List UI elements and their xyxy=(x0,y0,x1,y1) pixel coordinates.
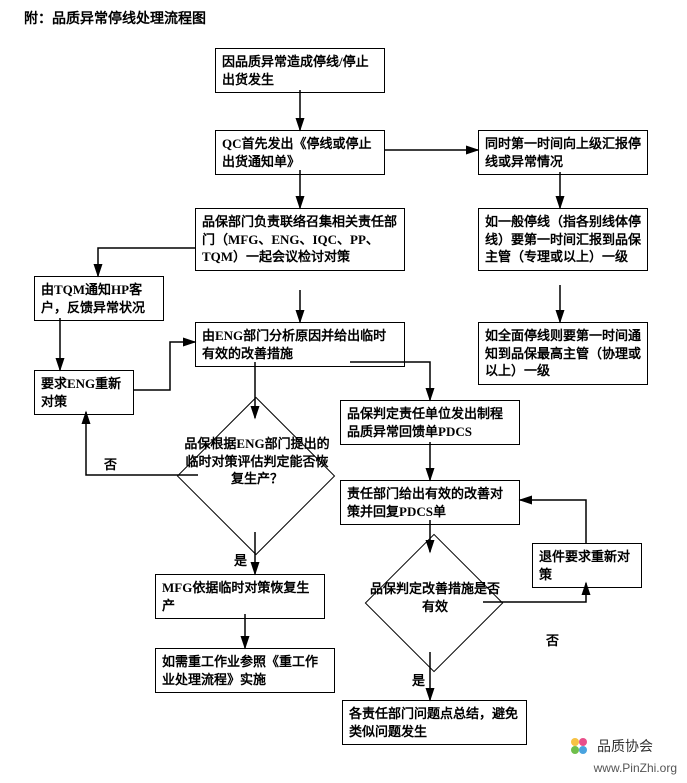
node-n2: QC首先发出《停线或停止出货通知单》 xyxy=(215,130,385,175)
decision-d2-text: 品保判定改善措施是否有效 xyxy=(370,580,500,615)
logo-icon xyxy=(568,735,590,760)
watermark-cn: 品质协会 xyxy=(597,738,653,754)
label-d1-yes: 是 xyxy=(234,550,247,569)
node-r2: 如一般停线（指各别线体停线）要第一时间汇报到品保主管（专理或以上）一级 xyxy=(478,208,648,271)
page-title: 附：品质异常停线处理流程图 xyxy=(24,8,206,28)
watermark: 品质协会 www.PinZhi.org xyxy=(568,735,677,775)
node-r3: 如全面停线则要第一时间通知到品保最高主管（协理或以上）一级 xyxy=(478,322,648,385)
flowchart-canvas: 附：品质异常停线处理流程图 同时第一时间向上级汇报停线或异常情况 如一般停线（指… xyxy=(0,0,687,783)
node-n4: 由TQM通知HP客户，反馈异常状况 xyxy=(34,276,164,321)
node-n5: 由ENG部门分析原因并给出临时有效的改善措施 xyxy=(195,322,405,367)
node-r1: 同时第一时间向上级汇报停线或异常情况 xyxy=(478,130,648,175)
watermark-url: www.PinZhi.org xyxy=(594,761,677,775)
decision-d1-text: 品保根据ENG部门提出的临时对策评估判定能否恢复生产？ xyxy=(182,435,332,488)
label-d2-no: 否 xyxy=(546,630,559,649)
node-n3: 品保部门负责联络召集相关责任部门（MFG、ENG、IQC、PP、TQM）一起会议… xyxy=(195,208,405,271)
node-n7: MFG依据临时对策恢复生产 xyxy=(155,574,325,619)
node-n1: 因品质异常造成停线/停止出货发生 xyxy=(215,48,385,93)
node-n10: 责任部门给出有效的改善对策并回复PDCS单 xyxy=(340,480,520,525)
label-d2-yes: 是 xyxy=(412,670,425,689)
node-n6: 要求ENG重新对策 xyxy=(34,370,134,415)
node-n8: 如需重工作业参照《重工作业处理流程》实施 xyxy=(155,648,335,693)
node-n12: 各责任部门问题点总结，避免类似问题发生 xyxy=(342,700,527,745)
label-d1-no: 否 xyxy=(104,454,117,473)
node-n9: 品保判定责任单位发出制程品质异常回馈单PDCS xyxy=(340,400,520,445)
node-n11: 退件要求重新对策 xyxy=(532,543,642,588)
